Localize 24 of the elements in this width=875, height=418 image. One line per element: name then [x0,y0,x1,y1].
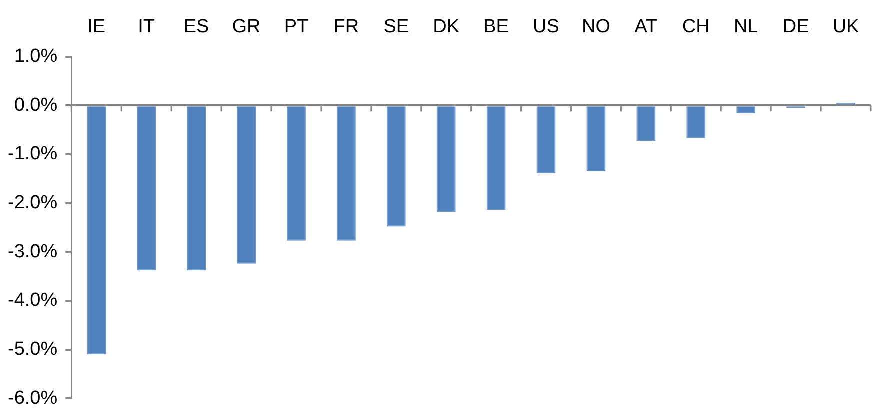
x-tick-label: GR [232,16,261,38]
x-tick-label: DE [782,16,810,38]
x-tick-label: NL [734,16,758,38]
x-tick-label: ES [184,16,210,38]
y-tick-label: 0.0% [14,94,58,116]
x-tick-label: PT [284,16,309,38]
y-tick-label: -1.0% [8,144,58,165]
x-tick-label: NO [582,16,610,38]
x-tick-label: FR [334,16,360,38]
x-tick-label: AT [634,16,658,38]
y-tick-label: -5.0% [8,339,58,360]
x-tick-label: CH [682,16,710,38]
x-tick-label: DK [433,16,460,38]
x-tick-label: BE [484,16,509,38]
x-tick-label: IT [138,16,156,38]
x-tick-label: SE [384,16,410,38]
y-tick-label: -2.0% [8,192,58,214]
y-tick-label: 1.0% [14,46,58,68]
y-tick-label: -4.0% [8,290,58,312]
y-tick-label: -6.0% [8,388,58,409]
x-tick-label: US [533,16,560,38]
y-tick-label: -3.0% [8,241,58,262]
x-tick-label: UK [832,16,860,38]
x-tick-label: IE [88,16,106,38]
